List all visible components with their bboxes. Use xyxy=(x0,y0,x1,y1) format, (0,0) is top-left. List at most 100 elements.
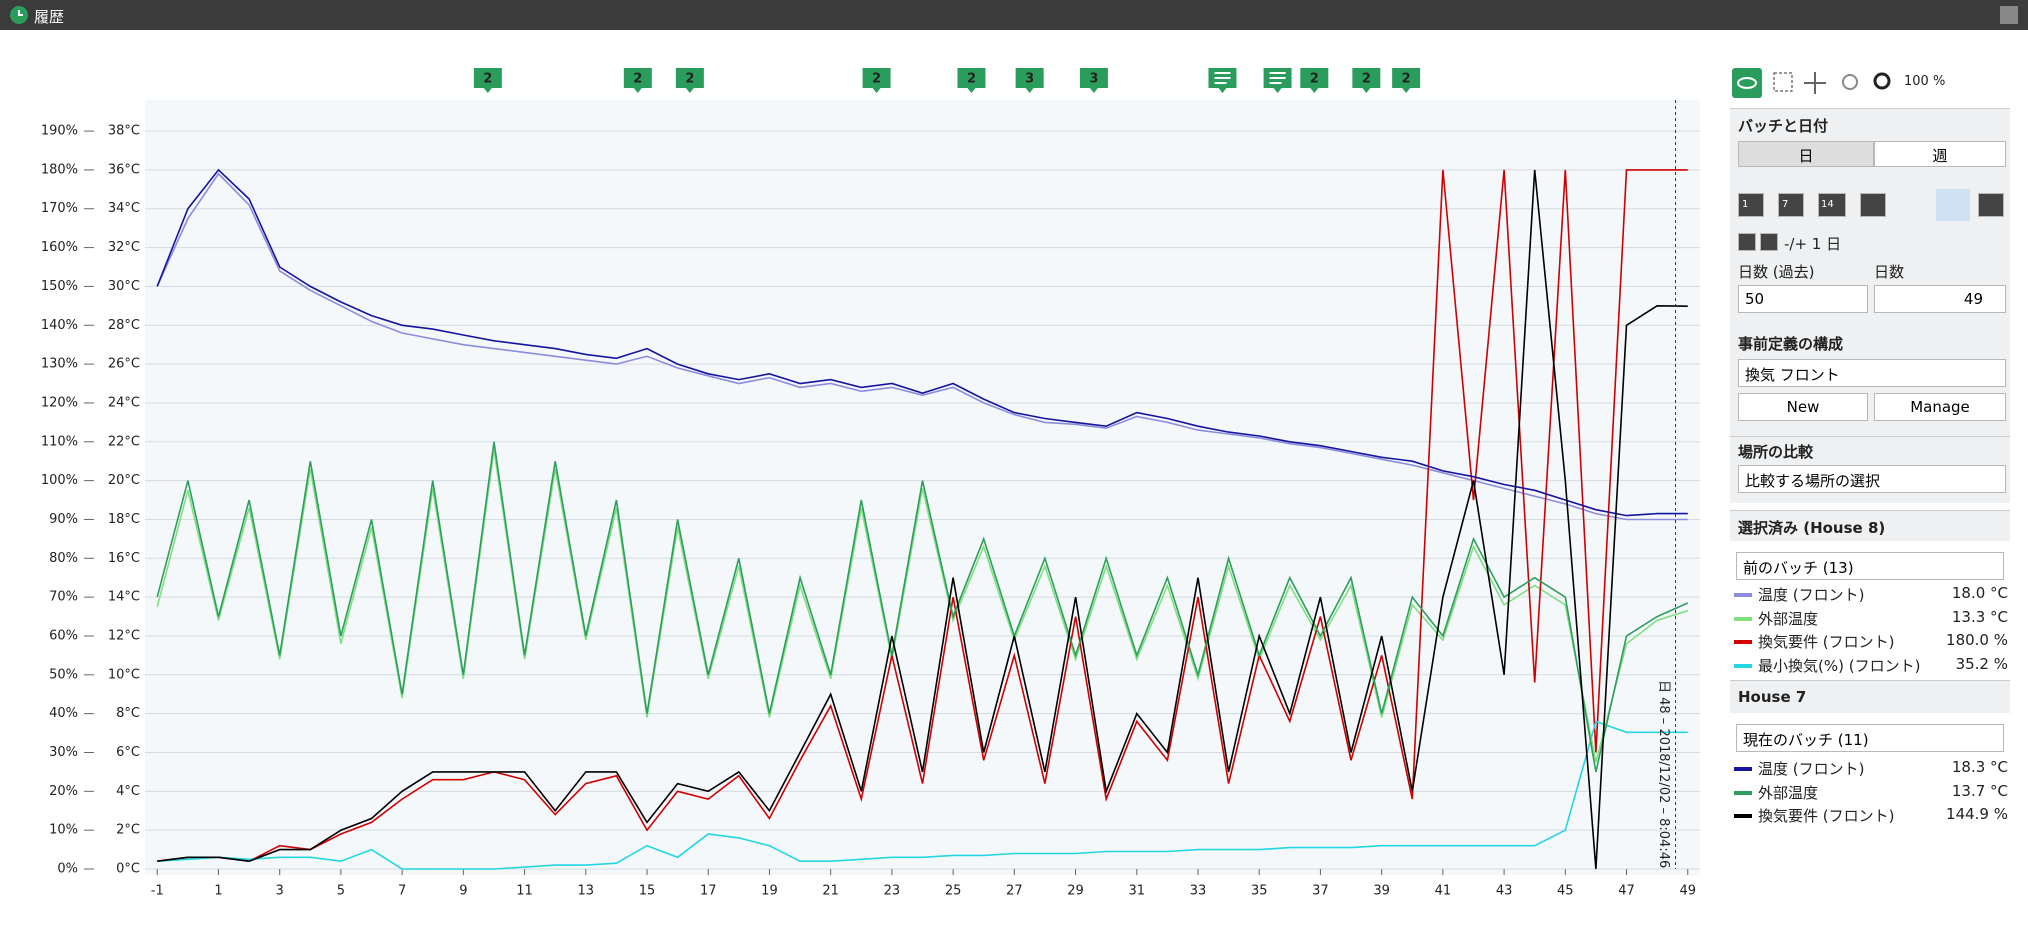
y2-tick-label: 0°C xyxy=(116,862,140,877)
y2-tick-label: 16°C xyxy=(108,551,140,566)
marker-flag xyxy=(1352,68,1381,93)
legend-swatch xyxy=(1734,767,1752,771)
tool-icons xyxy=(1732,68,1891,98)
event-marker[interactable]: 3 xyxy=(1015,68,1044,93)
y2-tick-label: 34°C xyxy=(108,201,140,216)
marker-label: 2 xyxy=(1402,72,1411,87)
nav-back-7[interactable]: 7 xyxy=(1778,193,1804,217)
marker-flag xyxy=(1015,68,1044,93)
prev-button[interactable] xyxy=(1738,233,1756,251)
y-tick-label: 160% xyxy=(41,240,78,255)
event-marker[interactable]: 2 xyxy=(1352,68,1381,93)
marker-note-icon xyxy=(1214,72,1231,84)
marker-label: 3 xyxy=(1089,72,1098,87)
y2-tick-label: 6°C xyxy=(116,745,140,760)
view-button[interactable] xyxy=(1732,68,1762,98)
y-tick-label: 70% xyxy=(49,590,78,605)
manage-button[interactable]: Manage xyxy=(1874,393,2006,421)
legend-label: 最小換気(%) (フロント) xyxy=(1758,656,1921,675)
marker-flag xyxy=(957,68,986,93)
pan-button[interactable] xyxy=(1804,72,1826,94)
days-input[interactable]: 49 xyxy=(1874,285,2006,313)
y2-tick-label: 14°C xyxy=(108,590,140,605)
y2-tick-label: 26°C xyxy=(108,357,140,372)
marker-label: 2 xyxy=(633,72,642,87)
x-tick-label: -1 xyxy=(151,884,164,899)
event-marker[interactable]: 2 xyxy=(1300,68,1329,93)
week-tab[interactable]: 週 xyxy=(1874,141,2006,167)
y-tick-label: 90% xyxy=(49,512,78,527)
next-button[interactable] xyxy=(1760,233,1778,251)
y-tick-label: 190% xyxy=(41,124,78,139)
expand-button[interactable] xyxy=(2000,6,2018,24)
x-tick-label: 5 xyxy=(337,884,345,899)
y2-tick-label: 8°C xyxy=(116,706,140,721)
legend-value: 18.3 °C xyxy=(1951,758,2008,776)
nav-range[interactable] xyxy=(1860,193,1886,217)
y2-tick-label: 4°C xyxy=(116,784,140,799)
zoom-button[interactable] xyxy=(1873,72,1891,90)
preset-select[interactable]: 換気 フロント xyxy=(1738,359,2006,387)
y2-tick-label: 28°C xyxy=(108,318,140,333)
single-view-button[interactable] xyxy=(1936,189,1970,221)
event-marker[interactable]: 2 xyxy=(473,68,502,93)
x-tick-label: 27 xyxy=(1006,884,1023,899)
event-marker[interactable] xyxy=(1208,68,1237,93)
event-marker[interactable]: 2 xyxy=(675,68,704,93)
zoom-reset-button[interactable] xyxy=(1842,74,1858,90)
x-tick-label: 7 xyxy=(398,884,406,899)
event-marker[interactable]: 3 xyxy=(1079,68,1108,93)
group-title: 選択済み (House 8) xyxy=(1738,519,1886,537)
legend-label: 換気要件 (フロント) xyxy=(1758,633,1895,651)
y-tick-label: 50% xyxy=(49,667,78,682)
section-title: バッチと日付 xyxy=(1738,117,1829,135)
legend-label: 外部温度 xyxy=(1758,609,1819,628)
legend-value: 13.7 °C xyxy=(1951,781,2008,800)
calendar-button[interactable] xyxy=(1978,193,2004,217)
nav-back-14[interactable]: 14 xyxy=(1818,193,1846,217)
x-tick-label: 3 xyxy=(276,884,284,899)
x-tick-label: 45 xyxy=(1557,884,1574,899)
series-line xyxy=(156,441,1689,773)
x-tick-label: 47 xyxy=(1618,884,1635,899)
y-tick-label: 170% xyxy=(41,201,78,216)
series-line xyxy=(156,168,1688,517)
x-tick-label: 33 xyxy=(1190,884,1207,899)
group-header: House 7 xyxy=(1730,680,2010,713)
batch-select[interactable]: 前のバッチ (13) xyxy=(1736,552,2004,580)
event-marker[interactable]: 2 xyxy=(862,68,891,93)
y-tick-label: 110% xyxy=(41,434,78,449)
event-marker[interactable]: 2 xyxy=(1392,68,1421,93)
x-tick-label: 13 xyxy=(578,884,595,899)
marker-flag xyxy=(1079,68,1108,93)
event-marker[interactable]: 2 xyxy=(623,68,652,93)
plot-area xyxy=(145,100,1700,875)
compare-select[interactable]: 比較する場所の選択 xyxy=(1738,465,2006,493)
marker-label: 2 xyxy=(1310,72,1319,87)
cursor-label: 日 48 – 2018/12/02 – 8:04:46 xyxy=(1656,680,1671,868)
y-tick-label: 140% xyxy=(41,318,78,333)
day-tab[interactable]: 日 xyxy=(1738,141,1874,167)
marker-flag xyxy=(1263,68,1292,93)
zoom-box-button[interactable] xyxy=(1773,72,1793,92)
event-marker[interactable] xyxy=(1263,68,1292,93)
batch-date-section: バッチと日付 日 週 1 7 14 -/+ 1 日 日数 (過去) 日数 50 … xyxy=(1730,108,2010,439)
group-title: House 7 xyxy=(1738,688,1807,706)
marker-flag xyxy=(1300,68,1329,93)
marker-flag xyxy=(675,68,704,93)
legend-label: 外部温度 xyxy=(1758,783,1819,802)
legend-swatch xyxy=(1734,640,1752,644)
toolbar: 100 % xyxy=(1730,62,2010,106)
days-past-select[interactable]: 50 xyxy=(1738,285,1868,313)
zoom-level[interactable]: 100 % xyxy=(1904,74,1946,89)
x-tick-label: 39 xyxy=(1373,884,1390,899)
marker-flag xyxy=(1208,68,1237,93)
y-tick-label: 60% xyxy=(49,628,78,643)
event-marker[interactable]: 2 xyxy=(957,68,986,93)
nav-back-1[interactable]: 1 xyxy=(1738,193,1764,217)
legend-value: 18.0 °C xyxy=(1951,584,2008,602)
y-tick-label: 30% xyxy=(49,745,78,760)
batch-select[interactable]: 現在のバッチ (11) xyxy=(1736,724,2004,752)
new-button[interactable]: New xyxy=(1738,393,1868,421)
